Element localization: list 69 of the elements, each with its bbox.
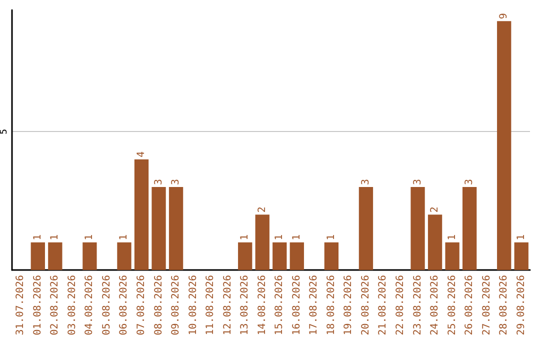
x-tick-label: 09.08.2026 (170, 275, 182, 336)
x-tick-label: 07.08.2026 (136, 275, 147, 336)
x-tick-label: 04.08.2026 (84, 275, 96, 336)
x-tick-label: 19.08.2026 (343, 275, 354, 336)
x-tick-label: 03.08.2026 (66, 275, 78, 336)
x-tick-label: 29.08.2026 (516, 275, 527, 336)
y-tick-label: 5 (0, 128, 10, 134)
bar (272, 242, 287, 270)
data-label: 2 (256, 206, 268, 213)
bar (82, 242, 97, 270)
data-label: 1 (118, 234, 130, 240)
data-label: 9 (498, 13, 510, 20)
x-tick-label: 28.08.2026 (498, 275, 510, 336)
data-label: 1 (326, 234, 337, 240)
data-label: 3 (412, 178, 424, 186)
bar (238, 242, 252, 270)
bar (428, 214, 442, 270)
bar (324, 242, 339, 270)
bar (152, 187, 166, 270)
x-tick-label: 12.08.2026 (222, 275, 234, 336)
bar (168, 187, 184, 270)
data-label: 1 (84, 234, 96, 240)
bar (134, 159, 149, 270)
bar (445, 242, 460, 270)
x-tick-label: 08.08.2026 (153, 275, 164, 336)
x-tick-label: 13.08.2026 (240, 275, 251, 336)
data-label: 1 (446, 234, 458, 240)
x-tick-label: 20.08.2026 (360, 275, 372, 336)
data-label: 1 (274, 234, 286, 240)
data-label: 1 (50, 234, 61, 240)
bar (514, 242, 528, 270)
data-label: 1 (240, 234, 251, 240)
data-label: 2 (430, 206, 441, 213)
x-tick-label: 01.08.2026 (32, 275, 44, 336)
data-label: 3 (464, 178, 476, 186)
x-tick-label: 25.08.2026 (446, 275, 458, 336)
x-tick-label: 23.08.2026 (412, 275, 424, 336)
x-tick-label: 14.08.2026 (256, 275, 268, 336)
x-tick-label: 17.08.2026 (308, 275, 320, 336)
data-label: 4 (136, 151, 147, 158)
x-tick-label: 21.08.2026 (378, 275, 389, 336)
bar (497, 21, 512, 270)
x-tick-label: 27.08.2026 (481, 275, 492, 336)
data-label: 1 (291, 234, 302, 240)
x-tick-label: 18.08.2026 (326, 275, 337, 336)
bar (48, 242, 62, 270)
x-tick-label: 15.08.2026 (274, 275, 286, 336)
x-tick-label: 31.07.2026 (15, 275, 26, 336)
x-tick-label: 16.08.2026 (291, 275, 302, 336)
bar (462, 187, 477, 270)
bar (30, 242, 45, 270)
data-label: 3 (360, 178, 372, 186)
x-tick-label: 24.08.2026 (430, 275, 441, 336)
bar (290, 242, 304, 270)
data-label: 1 (516, 234, 527, 240)
bar (255, 214, 270, 270)
data-label: 1 (32, 234, 44, 240)
data-label: 3 (153, 178, 164, 186)
bar (117, 242, 132, 270)
x-tick-label: 11.08.2026 (205, 275, 216, 336)
bar (358, 187, 374, 270)
data-label: 3 (170, 178, 182, 186)
bar (410, 187, 425, 270)
x-tick-label: 06.08.2026 (118, 275, 130, 336)
x-tick-label: 02.08.2026 (50, 275, 61, 336)
x-tick-label: 05.08.2026 (101, 275, 112, 336)
x-tick-label: 10.08.2026 (188, 275, 199, 336)
x-tick-label: 26.08.2026 (464, 275, 476, 336)
x-tick-label: 22.08.2026 (395, 275, 406, 336)
